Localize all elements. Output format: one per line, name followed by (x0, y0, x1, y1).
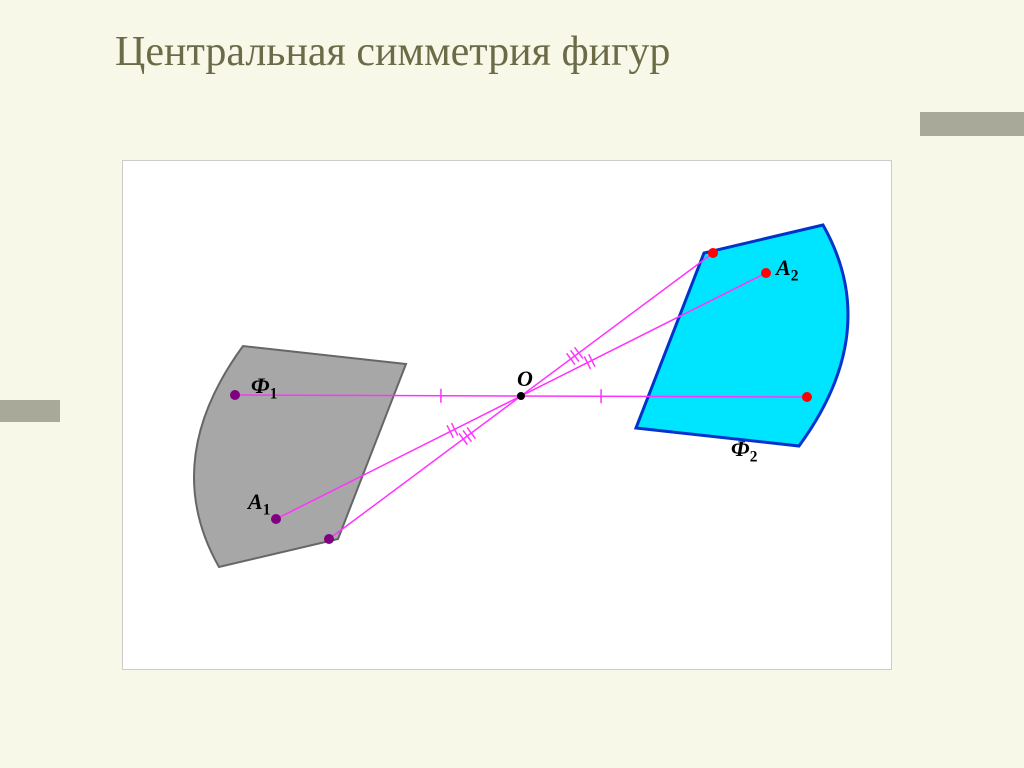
diagram-frame: O Ф1 Ф2 A1 A2 (122, 160, 892, 670)
point-a1-label: A1 (248, 489, 270, 519)
slide-title: Центральная симметрия фигур (115, 28, 670, 76)
shape-right-label: Ф2 (731, 436, 757, 466)
symmetry-diagram (123, 161, 893, 671)
slide-background: Центральная симметрия фигур O Ф1 Ф2 A1 A… (0, 0, 1024, 768)
center-label: O (517, 366, 533, 392)
point-a2-label: A2 (776, 255, 798, 285)
decoration-bar-left (0, 400, 60, 422)
decoration-bar-top (920, 112, 1024, 136)
shape-left-label: Ф1 (251, 373, 277, 403)
